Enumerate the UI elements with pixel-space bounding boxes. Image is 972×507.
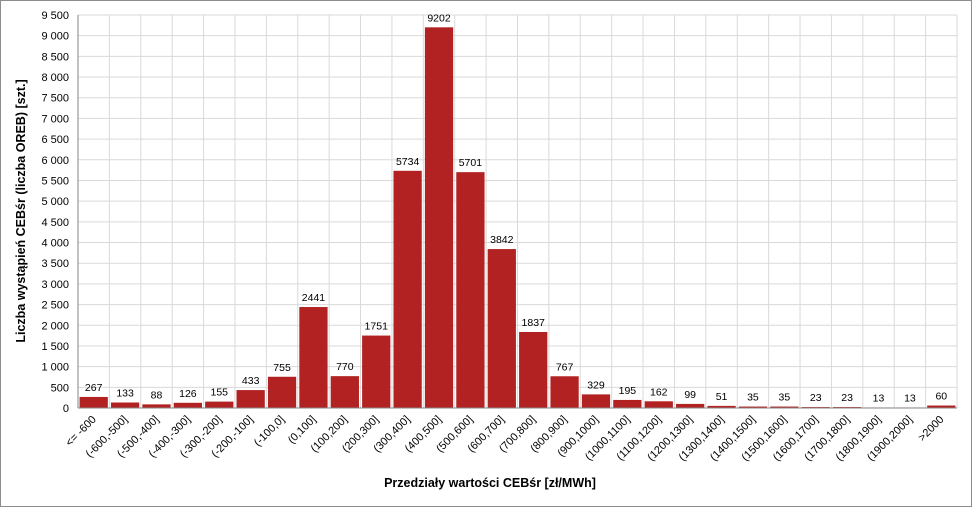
bar <box>770 406 799 408</box>
y-axis-title: Liczba wystąpień CEBśr (liczba OREB) [sz… <box>14 79 28 342</box>
bar <box>644 401 673 408</box>
data-label: 23 <box>841 392 853 404</box>
bar <box>330 376 359 408</box>
y-tick-label: 8 000 <box>41 72 69 84</box>
data-label: 51 <box>716 391 728 403</box>
bars <box>79 27 956 408</box>
y-tick-label: 5 500 <box>41 175 69 187</box>
bar <box>267 376 297 408</box>
bar <box>79 396 108 408</box>
data-label: 126 <box>179 388 197 400</box>
bar <box>676 403 705 408</box>
data-label: 35 <box>747 392 759 404</box>
y-tick-label: 4 000 <box>41 238 69 250</box>
x-tick-label: >2000 <box>916 414 946 444</box>
bar <box>613 399 642 408</box>
y-tick-label: 1 000 <box>41 362 69 374</box>
data-label: 767 <box>556 361 574 373</box>
data-label: 2441 <box>302 292 326 304</box>
y-tick-label: 9 000 <box>41 31 69 43</box>
data-label: 13 <box>873 392 885 404</box>
y-tick-label: 3 000 <box>41 279 69 291</box>
y-tick-label: 3 500 <box>41 258 69 270</box>
bar <box>424 27 454 408</box>
x-tick-label: (-100,0] <box>252 414 287 449</box>
data-label: 88 <box>151 389 163 401</box>
y-tick-label: 9 500 <box>41 10 69 22</box>
data-labels: 267 133 88 126 155 433 755 2441 770 1751 5734 9202 5… <box>85 12 947 404</box>
data-label: 23 <box>810 392 822 404</box>
y-tick-label: 6 500 <box>41 134 69 146</box>
bar <box>519 332 548 408</box>
data-label: 9202 <box>427 12 451 24</box>
bar <box>110 402 140 408</box>
data-label: 133 <box>116 387 134 399</box>
y-tick-label: 0 <box>63 403 69 415</box>
x-axis-title: Przedziały wartości CEBśr [zł/MWh] <box>384 476 596 490</box>
bar <box>393 170 422 408</box>
bar <box>299 307 328 408</box>
bar <box>738 406 768 408</box>
data-label: 5701 <box>459 157 483 169</box>
y-tick-label: 500 <box>51 382 69 394</box>
data-label: 99 <box>684 389 696 401</box>
data-label: 433 <box>242 375 260 387</box>
data-label: 3842 <box>490 234 514 246</box>
bar <box>173 402 203 408</box>
data-label: 770 <box>336 361 354 373</box>
gridlines <box>77 14 958 409</box>
data-label: 5734 <box>396 156 420 168</box>
data-label: 155 <box>211 387 229 399</box>
y-axis-ticks: 0 500 1 000 1 500 2 000 2 500 3 000 3 500 4 000 4… <box>41 10 69 415</box>
data-label: 13 <box>904 392 916 404</box>
data-label: 162 <box>650 386 668 398</box>
bar <box>205 401 234 408</box>
y-tick-label: 2 500 <box>41 300 69 312</box>
data-label: 35 <box>778 392 790 404</box>
data-label: 195 <box>619 385 637 397</box>
bar <box>707 405 736 408</box>
bar <box>581 394 611 408</box>
bar <box>487 249 516 408</box>
bar <box>550 376 579 408</box>
bar <box>236 390 265 408</box>
y-tick-label: 7 000 <box>41 113 69 125</box>
data-label: 1751 <box>365 321 389 333</box>
data-label: 60 <box>935 391 947 403</box>
bar <box>456 172 485 408</box>
bar <box>927 405 956 408</box>
data-label: 329 <box>587 379 605 391</box>
x-axis-ticks: <= -600(-600,-500](-500,-400](-400,-300]… <box>64 414 947 464</box>
y-tick-label: 1 500 <box>41 341 69 353</box>
bar <box>142 404 171 408</box>
y-tick-label: 7 500 <box>41 93 69 105</box>
y-tick-label: 6 000 <box>41 155 69 167</box>
y-tick-label: 8 500 <box>41 51 69 63</box>
data-label: 1837 <box>522 317 546 329</box>
data-label: 267 <box>85 382 103 394</box>
y-tick-label: 2 000 <box>41 320 69 332</box>
data-label: 755 <box>273 362 291 374</box>
y-tick-label: 5 000 <box>41 196 69 208</box>
bar <box>362 335 391 408</box>
y-tick-label: 4 500 <box>41 217 69 229</box>
